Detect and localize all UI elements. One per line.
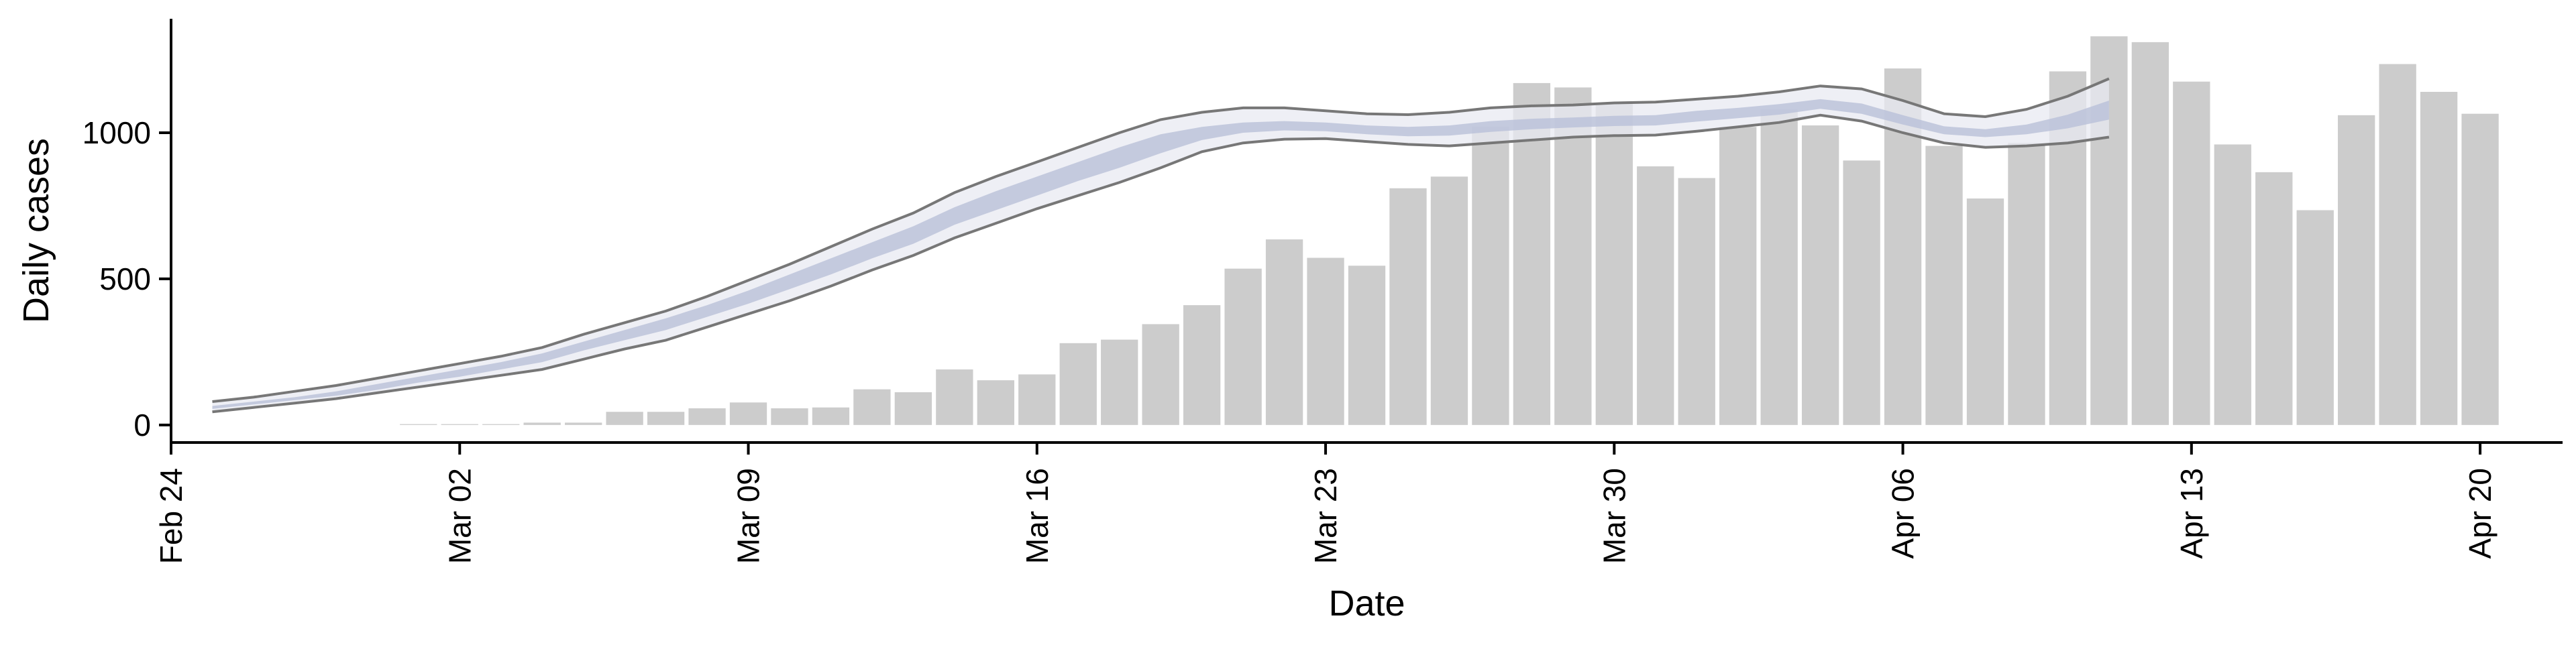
bars-layer <box>400 36 2499 425</box>
bar <box>523 422 561 425</box>
bar <box>1224 268 1262 425</box>
estimate-layer <box>212 77 2110 414</box>
bar <box>771 408 808 425</box>
x-tick-label: Mar 02 <box>442 468 477 564</box>
bar <box>1142 324 1179 425</box>
bar <box>1801 125 1839 425</box>
bar <box>1348 266 1386 425</box>
x-tick-label: Feb 24 <box>154 468 189 564</box>
axes-layer: Feb 24 Mar 02 Mar 09 Mar 16 Mar 23 Mar 30 Apr … <box>16 19 2563 624</box>
bar <box>1719 127 1757 425</box>
lower-bound-line <box>212 113 2110 414</box>
bar <box>812 407 850 425</box>
bar <box>1472 127 1509 425</box>
bar <box>2461 113 2499 425</box>
bar <box>482 424 520 425</box>
bar <box>1925 145 1963 425</box>
x-axis-title: Date <box>1328 583 1405 624</box>
x-tick-label: Apr 13 <box>2174 468 2209 559</box>
bar <box>2131 42 2169 425</box>
x-tick-label: Apr 06 <box>1886 468 1921 559</box>
bar <box>400 424 437 425</box>
y-tick-label: 1000 <box>83 115 151 150</box>
x-tick-label: Mar 09 <box>731 468 766 564</box>
bar <box>688 408 726 425</box>
bar <box>1760 109 1798 425</box>
bar <box>1265 239 1303 425</box>
bar <box>606 412 643 425</box>
bar <box>2379 64 2416 425</box>
y-tick-label: 500 <box>99 261 151 296</box>
bar <box>1183 305 1221 425</box>
bar <box>1966 198 2004 425</box>
x-tick-label: Mar 16 <box>1020 468 1055 564</box>
bar <box>1637 166 1674 425</box>
bar <box>1554 87 1592 425</box>
bar <box>2008 143 2045 425</box>
upper-bound-line <box>212 77 2110 403</box>
bar <box>2255 172 2293 425</box>
bar <box>2173 81 2210 425</box>
bar <box>977 380 1014 425</box>
outer-credible-band <box>212 78 2109 412</box>
bar <box>1843 160 1880 425</box>
bar <box>1307 257 1344 425</box>
bar <box>1018 374 1056 425</box>
bar <box>441 424 478 425</box>
x-ticks: Feb 24 Mar 02 Mar 09 Mar 16 Mar 23 Mar 30 Apr … <box>154 443 2498 564</box>
bar <box>936 369 973 425</box>
y-tick-label: 0 <box>133 408 151 443</box>
bar <box>1389 188 1427 425</box>
y-axis-title: Daily cases <box>16 138 56 323</box>
bar <box>1595 103 1633 425</box>
bar <box>729 402 767 425</box>
bar <box>1678 178 1715 425</box>
bar <box>565 422 602 425</box>
bar <box>2420 91 2458 425</box>
bar <box>2214 144 2251 425</box>
bar <box>2338 115 2375 425</box>
x-tick-label: Apr 20 <box>2463 468 2498 559</box>
bar <box>647 412 685 425</box>
bar <box>1059 343 1097 425</box>
bar <box>894 392 932 425</box>
bar <box>1101 339 1138 425</box>
x-tick-label: Mar 23 <box>1308 468 1343 564</box>
y-ticks: 0 500 1000 <box>83 115 171 443</box>
bar <box>853 389 891 425</box>
bar <box>1430 176 1468 425</box>
x-tick-label: Mar 30 <box>1597 468 1631 564</box>
bar <box>2296 210 2334 425</box>
